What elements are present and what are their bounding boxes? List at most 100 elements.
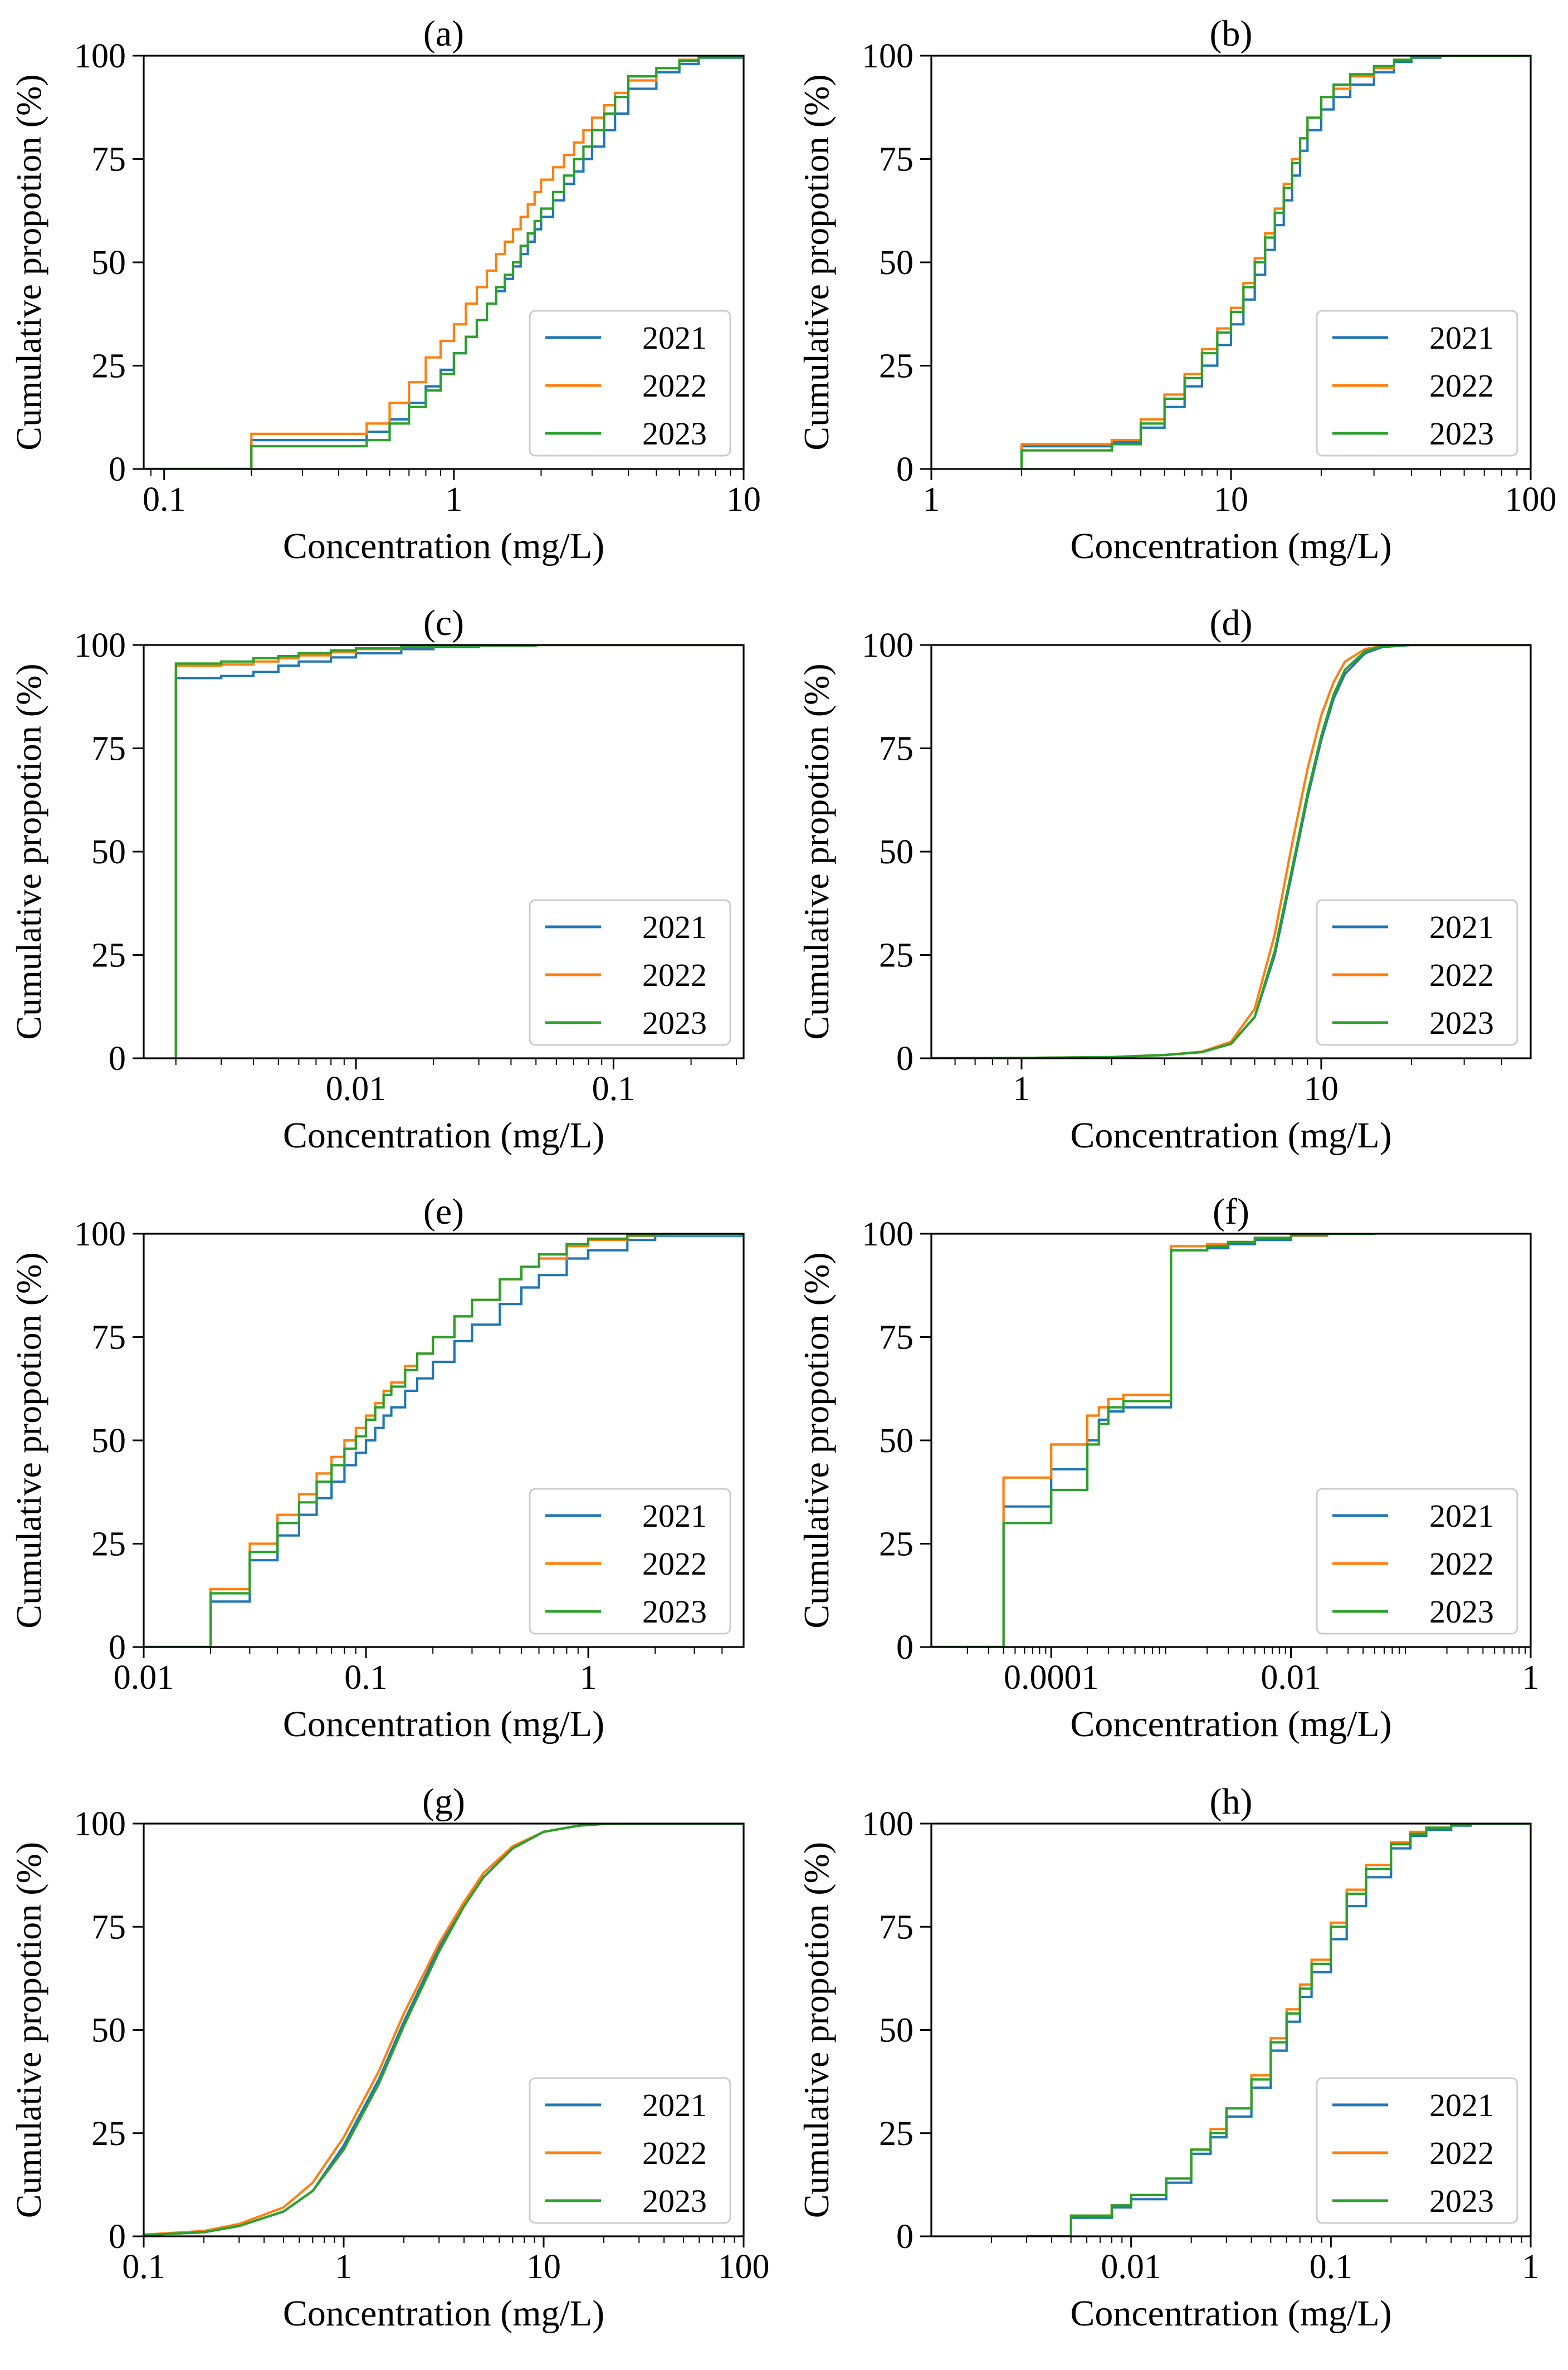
y-tick-label: 50 (91, 833, 126, 871)
legend-box (529, 310, 731, 457)
x-axis-label: Concentration (mg/L) (283, 1115, 604, 1156)
legend-box (529, 1488, 731, 1635)
x-axis-label: Concentration (mg/L) (283, 526, 604, 566)
y-axis-label: Cumulative propotion (%) (9, 663, 48, 1039)
legend-box (529, 899, 731, 1046)
series-line-2022 (144, 56, 744, 469)
x-tick-label: 1 (923, 481, 940, 519)
panel-a-series (144, 56, 744, 469)
y-tick-label: 75 (879, 141, 914, 179)
x-tick-label: 100 (1505, 481, 1557, 519)
panel-f: 0.0001 0.01 1 0 25 50 75 100 (f) Concentration (m… (797, 1191, 1540, 1744)
y-tick-label: 75 (879, 1319, 914, 1357)
y-axis-label: Cumulative propotion (%) (797, 663, 836, 1039)
legend: 2021 2022 2023 (529, 310, 731, 457)
panel-c: 0.01 0.1 0 25 50 75 100 (c) Concentration (mg/L)… (9, 603, 745, 1156)
panel-e-series (144, 1234, 744, 1647)
series-line-2023 (931, 1234, 1375, 1647)
series-line-2023 (144, 1234, 744, 1647)
legend-label-2022: 2022 (1429, 2135, 1494, 2171)
legend-box (1316, 2077, 1518, 2224)
y-tick-label: 0 (109, 1629, 126, 1667)
y-axis-label: Cumulative propotion (%) (797, 1252, 836, 1628)
legend-label-2021: 2021 (642, 909, 707, 945)
x-tick-label: 1 (1522, 1659, 1540, 1697)
series-line-2021 (144, 1234, 744, 1647)
legend: 2021 2022 2023 (1316, 899, 1518, 1046)
legend-label-2023: 2023 (642, 1594, 707, 1630)
y-tick-label: 25 (879, 1526, 914, 1563)
y-tick-label: 100 (862, 627, 914, 664)
y-tick-label: 100 (862, 1215, 914, 1253)
y-tick-label: 100 (862, 1805, 914, 1843)
y-tick-label: 75 (91, 1908, 126, 1946)
series-line-2023 (144, 1824, 744, 2236)
legend: 2021 2022 2023 (1316, 1488, 1518, 1635)
y-tick-label: 0 (896, 1629, 914, 1667)
y-tick-label: 75 (879, 730, 914, 768)
y-tick-label: 50 (91, 2012, 126, 2050)
y-tick-label: 75 (879, 1908, 914, 1946)
legend-label-2021: 2021 (642, 1498, 707, 1534)
y-axis-label: Cumulative propotion (%) (797, 74, 836, 450)
x-axis-label: Concentration (mg/L) (1070, 1115, 1391, 1156)
x-tick-label: 10 (1304, 1070, 1339, 1108)
y-tick-label: 0 (896, 2218, 914, 2256)
x-tick-label: 1 (445, 481, 462, 519)
x-tick-label: 100 (718, 2248, 770, 2286)
y-tick-label: 25 (879, 937, 914, 975)
panel-title: (d) (1210, 603, 1253, 643)
y-tick-label: 50 (879, 2012, 914, 2050)
legend-label-2023: 2023 (1429, 1005, 1494, 1041)
x-tick-label: 0.1 (344, 1659, 388, 1697)
legend-label-2022: 2022 (642, 368, 707, 404)
x-tick-label: 0.01 (114, 1659, 174, 1697)
x-tick-label: 0.1 (1310, 2248, 1353, 2286)
panel-d-series (931, 645, 1531, 1058)
x-tick-label: 0.01 (326, 1070, 387, 1108)
y-tick-label: 50 (879, 833, 914, 871)
x-tick-label: 1 (1522, 2248, 1540, 2286)
y-tick-label: 50 (91, 1422, 126, 1460)
x-axis-label: Concentration (mg/L) (283, 1704, 604, 1744)
panel-h-series (1027, 1824, 1531, 2236)
y-tick-label: 0 (109, 1040, 126, 1078)
y-tick-label: 50 (879, 1422, 914, 1460)
series-line-2023 (1027, 1824, 1531, 2236)
y-tick-label: 50 (879, 244, 914, 282)
x-tick-label: 10 (526, 2248, 561, 2286)
legend: 2021 2022 2023 (1316, 310, 1518, 457)
x-axis-label: Concentration (mg/L) (1070, 526, 1391, 566)
legend: 2021 2022 2023 (1316, 2077, 1518, 2224)
y-axis-label: Cumulative propotion (%) (9, 74, 48, 450)
y-tick-label: 25 (91, 937, 126, 975)
legend-label-2021: 2021 (1429, 320, 1494, 356)
legend-label-2023: 2023 (642, 416, 707, 452)
y-axis-label: Cumulative propotion (%) (9, 1842, 48, 2218)
panel-h: 0.01 0.1 1 0 25 50 75 100 (h) Concentration (mg/L… (797, 1781, 1540, 2334)
legend-label-2022: 2022 (1429, 1546, 1494, 1582)
y-axis-label: Cumulative propotion (%) (9, 1252, 48, 1628)
y-tick-label: 0 (896, 451, 914, 488)
y-tick-label: 0 (896, 1040, 914, 1078)
y-tick-label: 100 (74, 1215, 126, 1253)
x-tick-label: 10 (726, 481, 761, 519)
panel-title: (e) (423, 1191, 464, 1232)
legend-label-2022: 2022 (1429, 368, 1494, 404)
panel-title: (g) (422, 1781, 465, 1822)
series-line-2021 (931, 1234, 1375, 1647)
legend-label-2023: 2023 (1429, 416, 1494, 452)
series-line-2023 (931, 645, 1531, 1058)
x-axis-label: Concentration (mg/L) (1070, 1704, 1391, 1744)
y-tick-label: 25 (91, 2115, 126, 2153)
x-axis-label: Concentration (mg/L) (283, 2293, 604, 2334)
y-tick-label: 75 (91, 730, 126, 768)
panel-f-series (931, 1234, 1375, 1647)
legend-label-2021: 2021 (642, 320, 707, 356)
x-tick-label: 0.01 (1101, 2248, 1161, 2286)
x-tick-label: 0.1 (592, 1070, 636, 1108)
series-line-2023 (1020, 56, 1531, 469)
x-tick-label: 0.1 (143, 481, 186, 519)
